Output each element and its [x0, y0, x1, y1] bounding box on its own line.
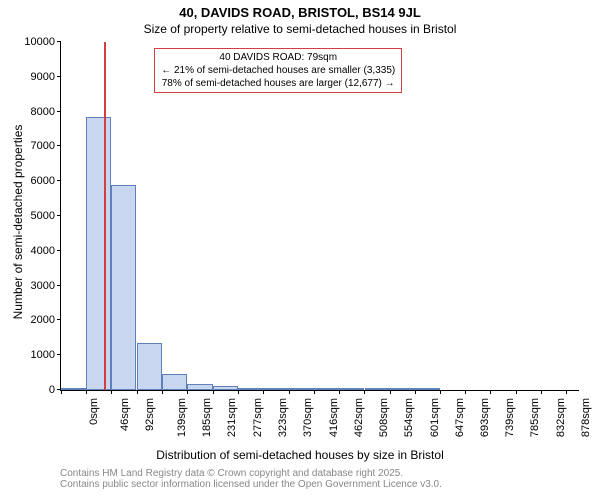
x-tick-mark [490, 390, 491, 394]
property-info-box: 40 DAVIDS ROAD: 79sqm← 21% of semi-detac… [154, 48, 402, 93]
y-tick-mark [57, 319, 61, 320]
histogram-bar [86, 117, 111, 390]
chart-container: 40, DAVIDS ROAD, BRISTOL, BS14 9JL Size … [0, 0, 600, 500]
histogram-bar [238, 388, 263, 390]
x-tick-label: 185sqm [201, 398, 213, 437]
histogram-bar [263, 388, 288, 390]
histogram-bar [415, 388, 440, 390]
histogram-bar [162, 374, 187, 390]
y-axis-label: Number of semi-detached properties [11, 72, 25, 372]
y-tick-label: 5000 [31, 210, 61, 222]
histogram-bar [61, 388, 86, 390]
y-tick-label: 1000 [31, 349, 61, 361]
footer-line-2: Contains public sector information licen… [60, 479, 442, 490]
y-tick-mark [57, 285, 61, 286]
x-tick-mark [364, 390, 365, 394]
x-tick-mark [314, 390, 315, 394]
x-tick-mark [541, 390, 542, 394]
x-tick-label: 0sqm [88, 398, 100, 425]
x-tick-label: 693sqm [479, 398, 491, 437]
x-tick-label: 739sqm [504, 398, 516, 437]
y-tick-label: 0 [49, 384, 61, 396]
x-tick-mark [238, 390, 239, 394]
y-tick-label: 6000 [31, 175, 61, 187]
x-tick-mark [440, 390, 441, 394]
y-tick-mark [57, 145, 61, 146]
histogram-bar [213, 386, 238, 390]
y-tick-label: 10000 [24, 36, 61, 48]
x-tick-mark [465, 390, 466, 394]
y-tick-mark [57, 215, 61, 216]
info-box-line: 40 DAVIDS ROAD: 79sqm [161, 51, 395, 64]
x-tick-mark [263, 390, 264, 394]
x-tick-mark [289, 390, 290, 394]
x-tick-label: 231sqm [226, 398, 238, 437]
y-tick-mark [57, 180, 61, 181]
info-box-line: 78% of semi-detached houses are larger (… [161, 77, 395, 90]
y-tick-mark [57, 41, 61, 42]
x-tick-label: 416sqm [328, 398, 340, 437]
x-tick-label: 647sqm [454, 398, 466, 437]
x-tick-label: 92sqm [144, 398, 156, 431]
histogram-bar [390, 388, 415, 390]
footer-attribution: Contains HM Land Registry data © Crown c… [60, 468, 442, 490]
histogram-bar [187, 384, 212, 390]
x-tick-label: 370sqm [303, 398, 315, 437]
x-tick-label: 139sqm [176, 398, 188, 437]
y-tick-mark [57, 111, 61, 112]
y-tick-label: 8000 [31, 106, 61, 118]
y-tick-label: 2000 [31, 314, 61, 326]
x-tick-mark [111, 390, 112, 394]
x-tick-mark [516, 390, 517, 394]
footer-line-1: Contains HM Land Registry data © Crown c… [60, 468, 442, 479]
x-tick-label: 785sqm [530, 398, 542, 437]
plot-area: 0100020003000400050006000700080009000100… [60, 42, 579, 391]
x-tick-mark [213, 390, 214, 394]
x-axis-label: Distribution of semi-detached houses by … [0, 448, 600, 462]
y-tick-label: 7000 [31, 140, 61, 152]
x-tick-label: 508sqm [378, 398, 390, 437]
histogram-bar [289, 388, 314, 390]
histogram-bar [137, 343, 162, 390]
info-box-line: ← 21% of semi-detached houses are smalle… [161, 64, 395, 77]
x-tick-mark [390, 390, 391, 394]
x-tick-mark [86, 390, 87, 394]
x-tick-label: 878sqm [580, 398, 592, 437]
x-tick-mark [137, 390, 138, 394]
histogram-bar [111, 185, 136, 390]
x-tick-label: 462sqm [353, 398, 365, 437]
y-tick-mark [57, 250, 61, 251]
y-tick-mark [57, 354, 61, 355]
property-marker-line [104, 42, 106, 390]
x-tick-label: 832sqm [555, 398, 567, 437]
chart-title-sub: Size of property relative to semi-detach… [0, 22, 600, 36]
y-tick-mark [57, 76, 61, 77]
x-tick-label: 554sqm [403, 398, 415, 437]
histogram-bar [365, 388, 390, 390]
x-tick-mark [61, 390, 62, 394]
x-tick-label: 277sqm [252, 398, 264, 437]
x-tick-label: 46sqm [119, 398, 131, 431]
y-tick-label: 9000 [31, 71, 61, 83]
chart-title-main: 40, DAVIDS ROAD, BRISTOL, BS14 9JL [0, 5, 600, 20]
x-tick-mark [339, 390, 340, 394]
x-tick-mark [566, 390, 567, 394]
x-tick-mark [415, 390, 416, 394]
x-tick-label: 323sqm [277, 398, 289, 437]
histogram-bar [314, 388, 339, 390]
histogram-bar [339, 388, 364, 390]
x-tick-mark [187, 390, 188, 394]
y-tick-label: 4000 [31, 245, 61, 257]
y-tick-label: 3000 [31, 280, 61, 292]
x-tick-mark [162, 390, 163, 394]
x-tick-label: 601sqm [429, 398, 441, 437]
